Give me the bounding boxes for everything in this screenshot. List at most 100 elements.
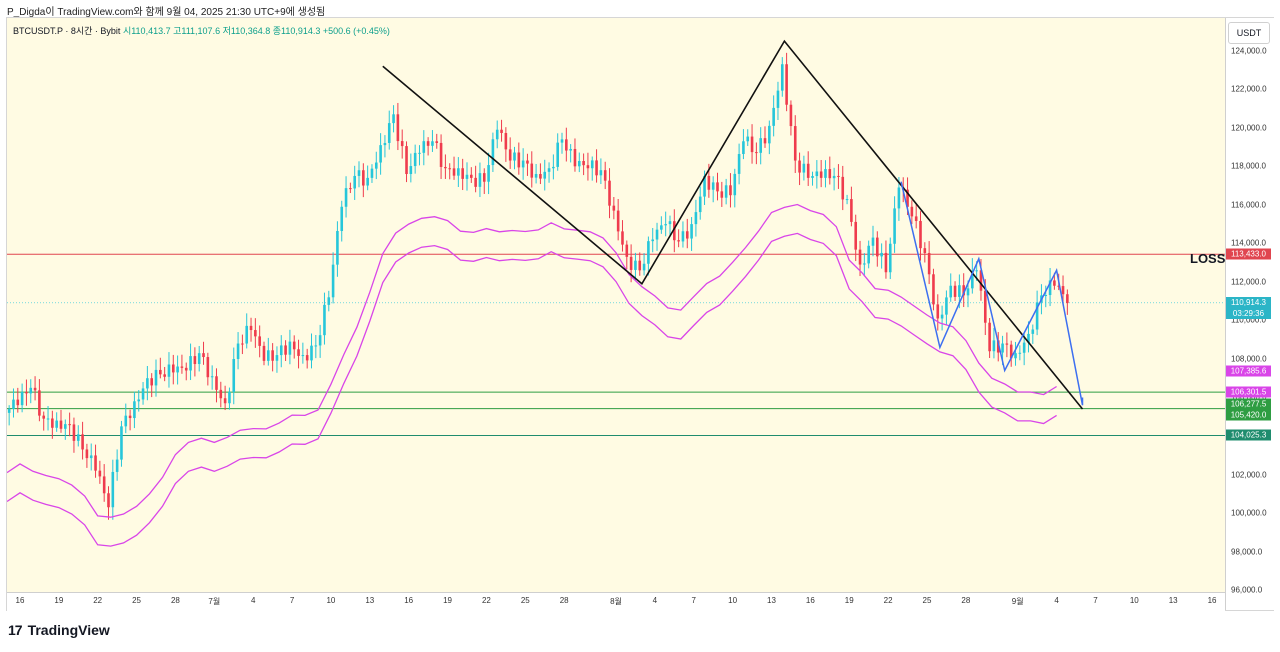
candle-body — [487, 165, 490, 182]
candle-body — [508, 149, 512, 161]
candle-body — [68, 424, 71, 426]
candle-body — [254, 330, 257, 337]
candle-body — [940, 314, 944, 319]
symbol-label[interactable]: BTCUSDT.P · 8시간 · Bybit — [13, 26, 121, 36]
candle-body — [76, 434, 80, 441]
candle-body — [146, 378, 149, 389]
time-tick: 25 — [922, 596, 932, 605]
candle-body — [992, 340, 996, 352]
candle-body — [55, 420, 58, 428]
time-tick: 22 — [481, 596, 491, 605]
candle-body — [387, 123, 391, 143]
time-tick: 25 — [520, 596, 530, 605]
candle-body — [729, 185, 732, 196]
candle-body — [51, 418, 54, 428]
candle-body — [953, 285, 957, 297]
candle-body — [962, 285, 965, 296]
candle-body — [673, 221, 676, 241]
candle-body — [1022, 342, 1026, 353]
price-tag-value: 113,433.0 — [1231, 249, 1266, 259]
candle-body — [755, 152, 758, 154]
candle-body — [1031, 329, 1035, 334]
candle-body — [42, 415, 46, 419]
candle-body — [38, 390, 41, 416]
candle-body — [517, 152, 521, 168]
candle-body — [824, 169, 827, 178]
candle-body — [370, 168, 374, 178]
price-tag: 107,385.6 — [1226, 365, 1271, 377]
candle-body — [1066, 294, 1069, 304]
candle-body — [426, 141, 430, 146]
candle-body — [547, 168, 551, 172]
time-tick: 4 — [652, 596, 658, 605]
candle-body — [556, 142, 559, 167]
candle-body — [81, 434, 84, 450]
candle-body — [448, 168, 452, 170]
candle-body — [362, 170, 365, 186]
candle-body — [206, 357, 210, 378]
time-axis[interactable] — [7, 592, 1225, 611]
candle-body — [763, 138, 767, 144]
time-tick: 19 — [844, 596, 854, 605]
candle-body — [806, 163, 810, 178]
candle-body — [228, 391, 231, 404]
loss-annotation: LOSS — [1190, 251, 1226, 266]
price-chart[interactable] — [7, 18, 1225, 592]
price-tick: 120,000.0 — [1231, 123, 1267, 133]
candle-body — [236, 343, 240, 359]
candle-body — [133, 401, 136, 419]
price-tag-value: 104,025.3 — [1230, 430, 1267, 440]
candle-body — [418, 152, 421, 154]
candle-body — [910, 206, 914, 217]
price-tag: 106,301.5 — [1226, 386, 1271, 398]
candle-body — [638, 260, 642, 271]
candle-body — [858, 249, 862, 265]
candle-body — [292, 341, 296, 350]
candle-body — [884, 252, 888, 273]
candle-body — [698, 196, 702, 213]
candle-body — [495, 129, 499, 140]
candle-body — [647, 241, 650, 264]
candle-body — [793, 126, 797, 161]
candle-body — [776, 90, 780, 108]
price-tick: 114,000.0 — [1231, 238, 1266, 248]
pattern-line — [900, 181, 1084, 406]
candle-body — [1001, 343, 1004, 353]
candle-body — [733, 173, 737, 196]
candle-body — [107, 493, 110, 508]
tradingview-logo[interactable]: 17 TradingView — [8, 622, 110, 638]
candle-body — [1044, 295, 1048, 297]
trend-line — [382, 39, 1084, 410]
candle-body — [629, 256, 633, 270]
time-tick: 4 — [1054, 596, 1059, 605]
candle-body — [20, 392, 24, 406]
candle-body — [742, 141, 745, 155]
candle-body — [966, 288, 970, 296]
candle-body — [435, 141, 439, 143]
candle-body — [59, 420, 63, 429]
time-tick: 7월 — [208, 597, 221, 606]
candle-body — [12, 399, 15, 410]
candle-body — [724, 185, 728, 198]
candle-body — [318, 335, 322, 346]
candle-body — [223, 398, 227, 404]
candle-body — [530, 163, 534, 178]
candle-body — [746, 136, 750, 142]
candle-body — [478, 173, 482, 187]
candle-body — [798, 160, 801, 173]
candle-body — [543, 171, 547, 179]
time-tick: 19 — [54, 596, 64, 605]
candle-body — [703, 175, 706, 197]
bar-countdown: 03:29:36 — [1232, 308, 1265, 318]
candle-body — [297, 349, 300, 356]
candle-body — [474, 177, 477, 187]
candle-body — [340, 206, 344, 232]
candle-body — [383, 142, 387, 146]
plot-area[interactable] — [7, 18, 1225, 592]
candle-body — [539, 174, 542, 179]
time-tick: 8월 — [610, 597, 622, 606]
currency-button[interactable]: USDT — [1228, 22, 1270, 44]
candle-body — [534, 174, 538, 178]
candle-body — [1009, 344, 1013, 359]
price-tag-value: 110,914.3 — [1231, 297, 1266, 307]
